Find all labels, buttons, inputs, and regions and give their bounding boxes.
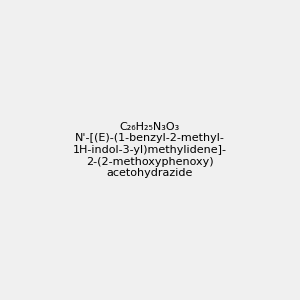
Text: C₂₆H₂₅N₃O₃
N'-[(E)-(1-benzyl-2-methyl-
1H-indol-3-yl)methylidene]-
2-(2-methoxyp: C₂₆H₂₅N₃O₃ N'-[(E)-(1-benzyl-2-methyl- 1… bbox=[73, 122, 227, 178]
